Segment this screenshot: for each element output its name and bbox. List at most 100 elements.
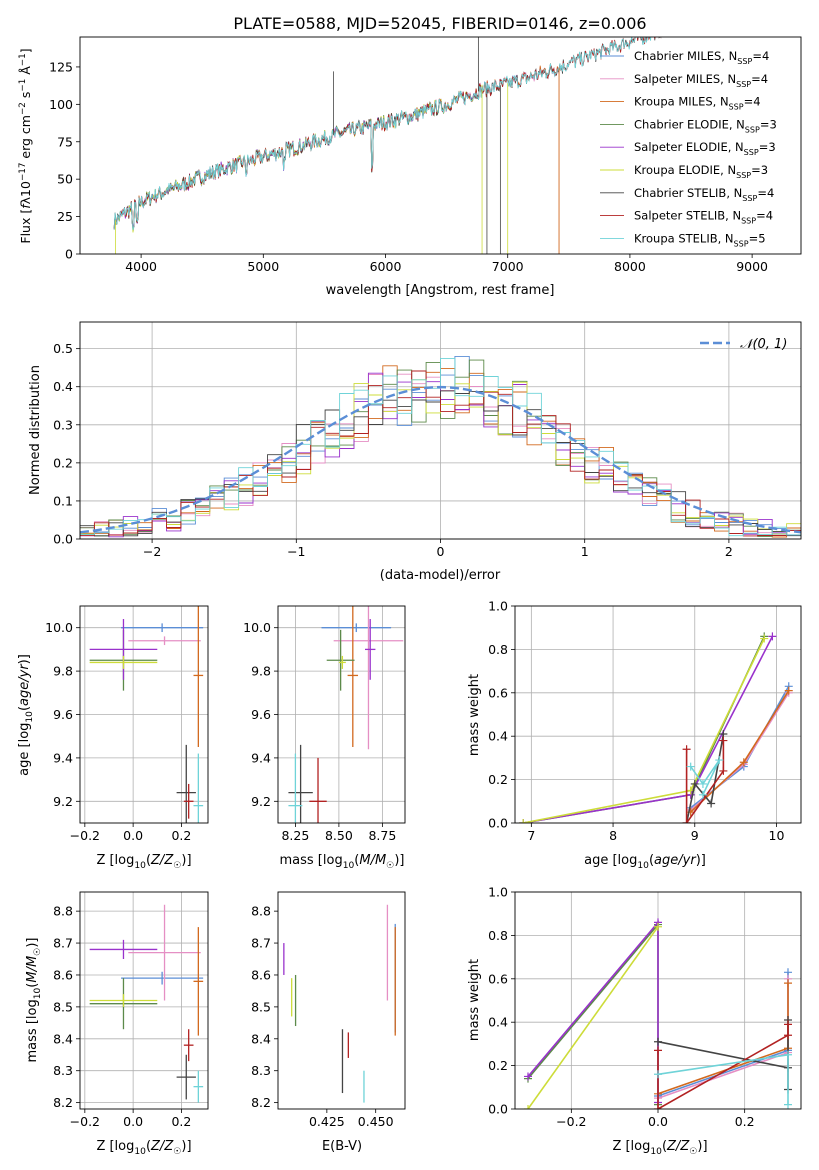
legend-label-salpeter-elodie: Salpeter ELODIE, NSSP=3: [634, 140, 776, 157]
y-tick-label: 10.0: [243, 620, 271, 635]
y-tick-label: 8.8: [53, 904, 73, 919]
legend-label-kroupa-stelib: Kroupa STELIB, NSSP=5: [634, 231, 766, 248]
weight-marker-salpeter-stelib: [784, 1020, 792, 1029]
errorbar-kroupa-miles: [193, 606, 204, 748]
plot-area: [80, 355, 801, 538]
x-tick-label: 7: [527, 828, 535, 843]
errorbar-chabrier-elodie: [326, 629, 355, 691]
weight-marker-kroupa-miles: [784, 686, 793, 695]
weight-marker-kroupa-stelib: [784, 1100, 792, 1109]
axes-frame: [277, 605, 406, 824]
x-tick-label: 9: [691, 828, 699, 843]
histogram-kroupa-stelib: [80, 357, 801, 537]
errorbar-chabrier-miles: [121, 971, 204, 985]
errorbar-chabrier-stelib: [176, 1054, 196, 1100]
x-tick-label: −1: [287, 544, 305, 559]
y-tick-label: 8.4: [251, 1031, 271, 1046]
panel-weight_vs_Z: −0.2 0.0 0.2 0.0 0.2 0.4 0.6 0.8 1.0 Z [log10(Z/Z…: [467, 885, 802, 1157]
weight-marker-kroupa-stelib: [654, 1070, 662, 1079]
errorbar-salpeter-miles: [333, 606, 404, 750]
x-tick-label: −0.2: [70, 1114, 100, 1129]
weight-marker-kroupa-stelib: [784, 1050, 792, 1059]
errorbar-kroupa-miles: [347, 606, 359, 748]
y-tick-label: 1.0: [488, 885, 508, 900]
axes-frame: [277, 891, 406, 1110]
plot-area: [89, 904, 204, 1103]
axes-frame: [79, 605, 209, 824]
errorbar-salpeter-miles: [128, 904, 201, 1001]
x-tick-label: 9000: [736, 259, 768, 274]
y-tick-label: 0.4: [488, 729, 508, 744]
plot-area: [519, 632, 793, 823]
panel-mass_vs_Z: −0.2 0.0 0.2 8.2 8.3 8.4 8.5 8.6 8.7 8.8 Z [log10(…: [25, 891, 209, 1157]
errorbar-chabrier-stelib: [288, 744, 313, 823]
weight-line-chabrier-miles: [657, 972, 789, 1097]
y-tick-label: 8.7: [53, 936, 73, 951]
y-tick-label: 8.6: [53, 967, 73, 982]
y-axis-label: age [log10(age/yr)]: [17, 654, 35, 776]
x-tick-label: 0.2: [171, 828, 191, 843]
weight-marker-kroupa-stelib: [698, 790, 707, 799]
legend-label-salpeter-miles: Salpeter MILES, NSSP=4: [634, 72, 768, 89]
legend-label-normal: 𝒩(0, 1): [740, 337, 787, 352]
y-tick-label: 9.6: [53, 707, 73, 722]
y-tick-label: 9.8: [53, 664, 73, 679]
x-tick-label: 0.0: [123, 828, 143, 843]
y-tick-label: 8.3: [53, 1063, 73, 1078]
legend-label-chabrier-stelib: Chabrier STELIB, NSSP=4: [634, 186, 774, 203]
x-tick-label: 0.0: [123, 1114, 143, 1129]
weight-marker-kroupa-stelib: [686, 762, 695, 771]
x-tick-label: 7000: [492, 259, 524, 274]
axes-frame: [79, 321, 802, 540]
errorbar-kroupa-stelib: [193, 753, 204, 823]
normal-curve: [80, 385, 801, 534]
errorbar-salpeter-stelib: [309, 757, 327, 823]
y-tick-label: 8.8: [251, 904, 271, 919]
weight-line-salpeter-elodie: [527, 920, 659, 1103]
y-tick-label: 0.0: [53, 532, 73, 547]
weight-marker-salpeter-stelib: [719, 736, 728, 745]
weight-marker-salpeter-stelib: [654, 1105, 662, 1109]
y-tick-label: 0.2: [488, 772, 508, 787]
spectrum-kroupa-stelib: [113, 37, 662, 230]
y-tick-label: 0.8: [488, 642, 508, 657]
x-axis-label: Z [log10(Z/Z☉)]: [96, 1139, 191, 1157]
y-tick-label: 0.1: [53, 493, 73, 508]
y-axis-label: mass weight: [467, 674, 482, 756]
weight-marker-kroupa-elodie: [760, 634, 769, 643]
y-tick-label: 100: [49, 97, 73, 112]
y-tick-label: 8.7: [251, 936, 271, 951]
y-tick-label: 50: [57, 172, 73, 187]
errorbar-salpeter-miles: [128, 636, 201, 646]
y-tick-label: 1.0: [488, 599, 508, 614]
weight-marker-kroupa-elodie: [654, 922, 662, 931]
y-tick-label: 10.0: [45, 620, 73, 635]
weight-line-salpeter-stelib: [657, 1024, 789, 1109]
legend-label-salpeter-stelib: Salpeter STELIB, NSSP=4: [634, 209, 773, 226]
errorbar-chabrier-miles: [321, 623, 392, 633]
spectrum-chabrier-miles: [113, 63, 560, 232]
y-tick-label: 8.5: [53, 999, 73, 1014]
x-tick-label: 5000: [247, 259, 279, 274]
legend-label-kroupa-miles: Kroupa MILES, NSSP=4: [634, 95, 761, 112]
x-tick-label: 8000: [614, 259, 646, 274]
errorbar-kroupa-stelib: [288, 753, 303, 823]
axes-frame: [514, 891, 802, 1110]
figure-title: PLATE=0588, MJD=52045, FIBERID=0146, z=0…: [233, 14, 646, 33]
weight-marker-chabrier-stelib: [707, 799, 716, 808]
weight-line-kroupa-elodie: [523, 638, 765, 823]
x-tick-label: 0.2: [735, 1114, 755, 1129]
x-tick-label: 2: [725, 544, 733, 559]
weight-line-chabrier-elodie: [523, 636, 765, 823]
errorbar-kroupa-elodie: [89, 994, 158, 1007]
x-tick-label: 8.50: [325, 828, 353, 843]
errorbar-kroupa-stelib: [193, 1070, 204, 1103]
errorbar-salpeter-stelib: [183, 783, 194, 819]
y-tick-label: 0.3: [53, 417, 73, 432]
weight-line-kroupa-miles: [690, 690, 790, 813]
y-axis-label: mass weight: [467, 959, 482, 1041]
weight-marker-salpeter-elodie: [524, 1072, 532, 1081]
y-axis-label: Normed distribution: [28, 365, 43, 495]
weight-marker-kroupa-elodie: [524, 1105, 532, 1109]
errorbar-salpeter-stelib: [183, 1029, 194, 1062]
